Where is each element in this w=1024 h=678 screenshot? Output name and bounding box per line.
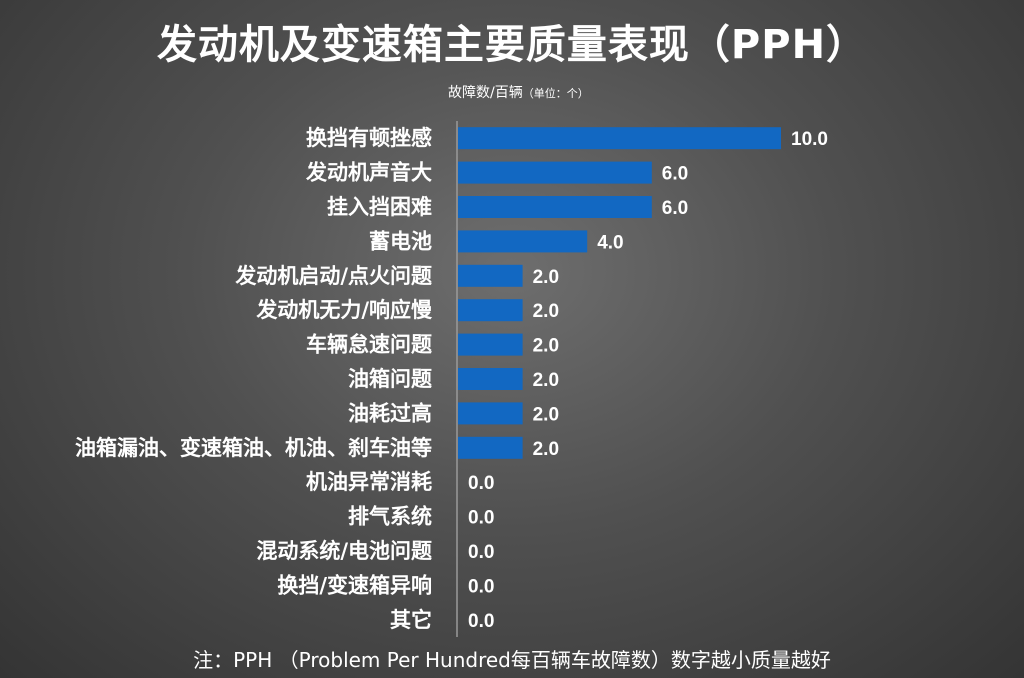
bar xyxy=(458,230,588,253)
category-label: 排气系统 xyxy=(348,505,432,529)
value-label: 0.0 xyxy=(468,611,494,632)
category-label: 发动机无力/响应慢 xyxy=(255,298,433,322)
footnote: 注：PPH （Problem Per Hundred每百辆车故障数）数字越小质量… xyxy=(193,648,831,672)
category-label: 换挡有顿挫感 xyxy=(306,126,432,150)
category-label: 机油异常消耗 xyxy=(306,470,432,494)
bar xyxy=(458,299,523,322)
category-label: 换挡/变速箱异响 xyxy=(277,573,432,597)
category-label: 蓄电池 xyxy=(369,229,432,253)
value-label: 6.0 xyxy=(662,198,688,219)
units-caption: 故障数/百辆（单位：个） xyxy=(448,82,589,102)
category-label: 油耗过高 xyxy=(348,401,432,425)
value-label: 0.0 xyxy=(468,542,494,563)
category-label: 油箱漏油、变速箱油、机油、刹车油等 xyxy=(75,436,432,460)
value-label: 2.0 xyxy=(533,336,559,357)
units-note: （单位：个） xyxy=(522,87,589,100)
value-label: 10.0 xyxy=(791,129,828,150)
value-label: 6.0 xyxy=(662,164,688,185)
bar xyxy=(458,161,652,184)
value-label: 2.0 xyxy=(533,267,559,288)
value-label: 2.0 xyxy=(533,439,559,460)
bar xyxy=(458,333,523,356)
value-label: 2.0 xyxy=(533,370,559,391)
bar xyxy=(458,368,523,390)
bar xyxy=(458,402,523,425)
value-label: 0.0 xyxy=(468,508,494,529)
chart-title: 发动机及变速箱主要质量表现（PPH） xyxy=(156,22,868,68)
bar xyxy=(458,264,523,287)
value-label: 4.0 xyxy=(597,232,623,253)
category-label: 发动机声音大 xyxy=(305,161,432,185)
units-main: 故障数/百辆 xyxy=(448,85,523,101)
category-label: 油箱问题 xyxy=(348,367,433,391)
bar xyxy=(458,196,652,218)
bar xyxy=(458,127,781,150)
bar xyxy=(458,436,523,459)
value-label: 2.0 xyxy=(533,301,559,322)
value-label: 0.0 xyxy=(468,576,494,597)
category-label: 发动机启动/点火问题 xyxy=(234,264,433,288)
value-label: 0.0 xyxy=(468,473,494,494)
category-label: 混动系统/电池问题 xyxy=(256,539,433,563)
category-label: 其它 xyxy=(390,608,432,632)
value-label: 2.0 xyxy=(533,404,559,425)
category-label: 挂入挡困难 xyxy=(327,195,432,219)
category-label: 车辆怠速问题 xyxy=(306,333,433,357)
